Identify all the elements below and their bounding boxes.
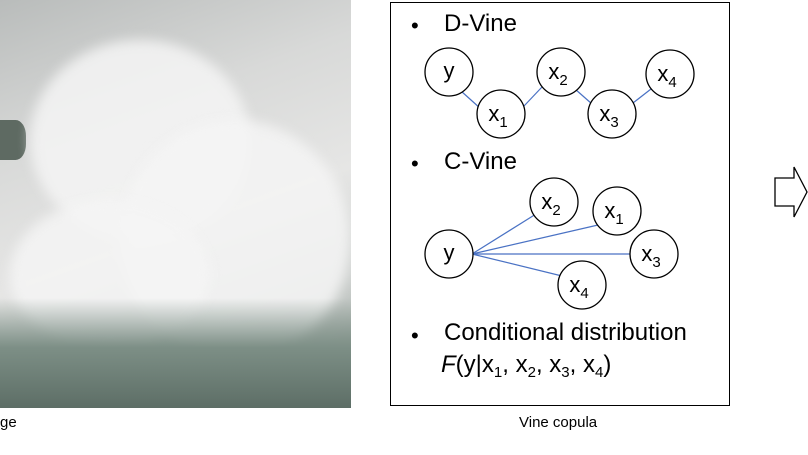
bullet-cvine: • (411, 151, 419, 176)
dvine-title: D-Vine (444, 10, 517, 37)
dvine-edge-x2-x3 (574, 88, 593, 105)
dvine-edge-y-x1 (460, 90, 482, 110)
cvine-title: C-Vine (444, 148, 517, 175)
cvine-label-y: y (444, 240, 455, 265)
cvine-edge-y-x1 (471, 224, 599, 255)
conditional-formula: F(y|x1, x2, x3, x4) (441, 351, 612, 381)
photo-caption: ge (0, 414, 17, 431)
dvine-node-x1 (476, 89, 526, 139)
dvine-label-y: y (444, 58, 455, 83)
wave-spray-photo (0, 0, 351, 408)
cvine-node-x4 (557, 260, 607, 310)
conditional-title: Conditional distribution (444, 319, 687, 346)
sea-surface (0, 298, 351, 408)
dvine-node-y (424, 47, 474, 97)
cvine-node-x1 (592, 186, 642, 236)
cvine-edge-y-x2 (471, 213, 537, 255)
dvine-edge-x1-x2 (523, 86, 543, 107)
dvine-edge-x3-x4 (632, 88, 652, 104)
dvine-node-x2 (536, 47, 586, 97)
cvine-node-x2 (529, 177, 579, 227)
cvine-edge-y-x4 (471, 253, 563, 277)
bullet-dvine: • (411, 13, 419, 38)
vine-copula-caption: Vine copula (519, 414, 598, 431)
cvine-node-y (424, 229, 474, 279)
graph-edges (460, 86, 652, 277)
dvine-node-x4 (645, 49, 695, 99)
cvine-node-x3 (629, 229, 679, 279)
bullet-conditional: • (411, 323, 419, 348)
right-arrow-icon (774, 166, 808, 218)
graph-nodes (424, 47, 695, 310)
dvine-node-x3 (587, 89, 637, 139)
rock-shape (0, 120, 26, 160)
